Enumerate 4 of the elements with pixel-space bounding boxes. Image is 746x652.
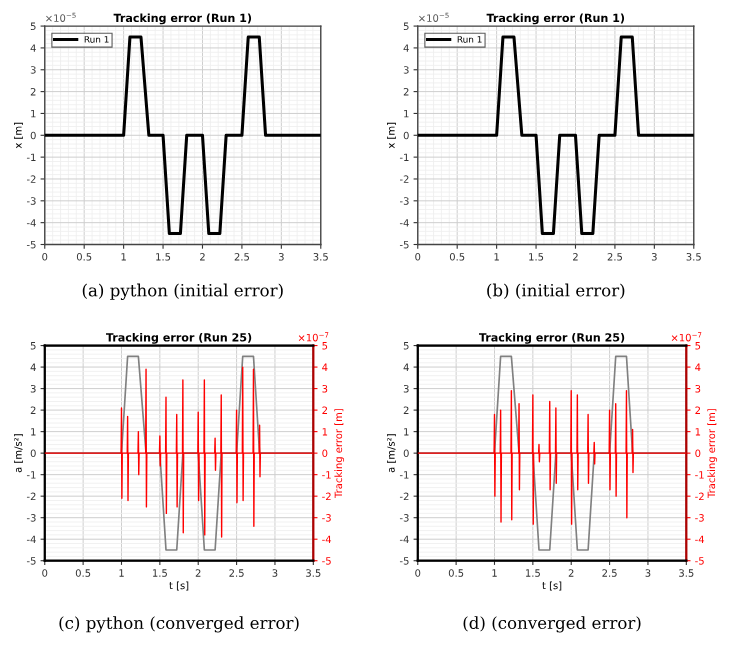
text: (a) python (initial error) [82,283,283,300]
text: (b) (initial error) [487,283,625,299]
text: (c) python (converged error) [59,616,299,633]
text: (d) (converged error) [463,616,641,633]
